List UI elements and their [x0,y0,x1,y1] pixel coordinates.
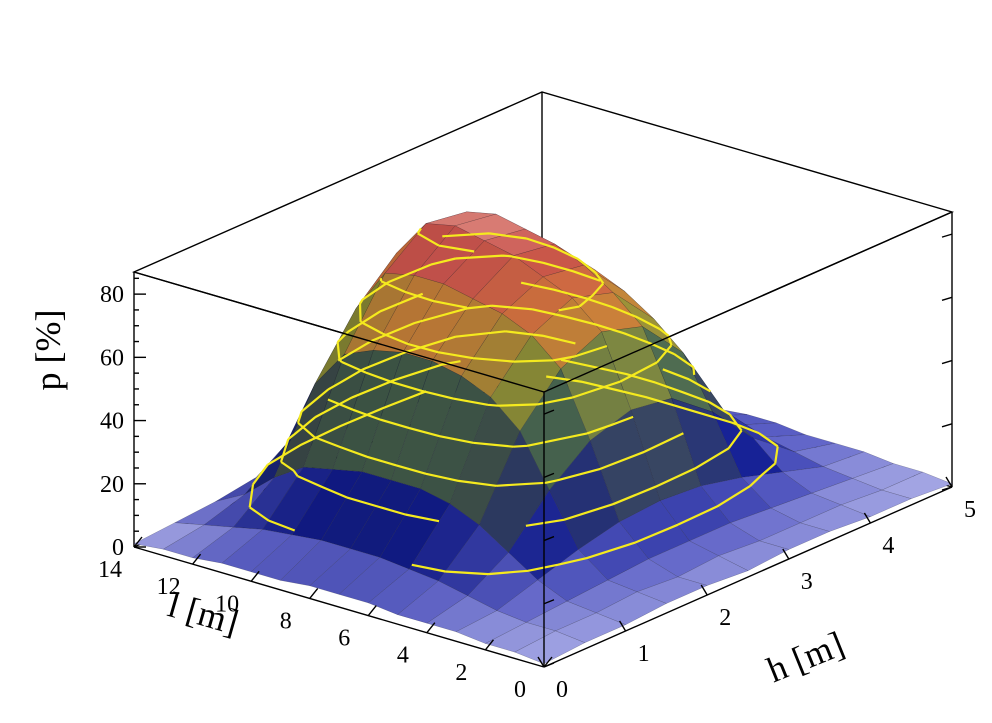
z-right-tick-0 [941,486,953,491]
h-tick-label-2: 2 [719,605,731,631]
surface-facet-11-1 [232,466,305,530]
surface-facet-9-1 [291,469,363,541]
surface-facet-8-1 [320,471,392,550]
l-tick-10 [250,570,260,582]
z-front-tick-60 [543,472,555,478]
z-right-tick-40 [941,359,953,365]
surface-facet-0-6 [758,522,831,550]
l-tick-label-10: 10 [215,591,239,617]
z-right-tick-20 [941,423,953,428]
surface-plot [133,211,953,665]
l-tick-label-6: 6 [338,626,350,652]
frame-top-front-h [543,211,953,393]
z-tick-label-20: 20 [100,472,124,498]
surface-facet-10-5 [425,211,496,227]
contour-level-50 [336,281,673,407]
frame-top-front-l [133,271,545,393]
z-tick-label-40: 40 [100,409,124,435]
surface-facet-3-8 [752,437,825,473]
l-tick-label-8: 8 [280,608,292,634]
z-tick-label-0: 0 [112,535,124,561]
l-tick-label-2: 2 [455,660,467,686]
l-tick-14 [133,536,143,548]
surface-facet-2-4 [618,500,690,560]
l-tick-12 [192,553,202,565]
z-front-tick-0 [543,662,555,668]
l-tick-label-0: 0 [514,677,526,703]
surface-facet-0-4 [677,555,749,586]
contour-level-70 [379,232,605,312]
l-tick-4 [426,622,436,634]
z-tick-label-80: 80 [100,282,124,308]
frame-base-front-l [133,546,545,668]
contour-level-60 [358,254,608,363]
h-tick-label-5: 5 [964,497,976,523]
contour-level-20 [279,358,743,527]
l-tick-label-12: 12 [157,574,181,600]
z-right-tick-60 [941,296,953,302]
surface-facet-3-0 [426,595,498,633]
surface-facet-5-0 [367,568,439,615]
contour-level-40 [327,304,696,448]
z-front-tick-80 [543,409,555,415]
surface-facet-2-0 [455,610,527,644]
z-front-tick-20 [543,599,555,605]
surface-facet-10-3 [343,272,415,355]
h-tick-3 [782,548,790,560]
l-tick-label-4: 4 [397,643,409,669]
z-tick-label-60: 60 [100,345,124,371]
front-frame [133,211,953,668]
h-tick-0 [537,656,545,668]
surface-facet-11-3 [314,272,386,384]
surface-facet-11-2 [273,354,345,479]
l-tick-8 [309,587,319,599]
l-tick-6 [367,605,377,617]
surface-facet-10-0 [221,529,293,573]
contour-level-30 [296,330,711,487]
frame-base-front-h [543,486,953,668]
surface-facet-6-1 [379,488,451,570]
h-axis-title: h [m] [761,624,849,691]
contour-lines [248,227,779,576]
surface-facet-7-0 [309,548,381,595]
surface-facet-6-0 [338,557,410,604]
h-tick-5 [945,476,953,488]
surface-facet-13-0 [133,522,205,550]
surface-facet-1-7 [770,492,842,524]
l-tick-0 [543,656,553,668]
z-front-tick-40 [543,535,555,542]
z-right-tick-80 [941,233,953,238]
l-tick-2 [484,639,494,651]
surface-facet-10-4 [384,223,456,276]
contour-level-10 [248,375,779,576]
surface-facet-0-0 [514,630,586,665]
h-tick-label-3: 3 [801,569,813,595]
surface-facet-2-2 [537,549,609,602]
h-tick-label-4: 4 [882,533,894,559]
h-tick-label-1: 1 [638,641,650,667]
z-axis-title: p [%] [28,310,68,391]
h-tick-2 [700,584,708,596]
surface-facet-8-0 [279,539,351,587]
contour-level-80 [416,227,475,253]
h-tick-1 [618,620,627,632]
surface-facet-0-7 [799,504,872,532]
h-tick-4 [863,512,872,524]
h-tick-label-0: 0 [556,677,568,703]
l-tick-label-14: 14 [98,557,122,583]
